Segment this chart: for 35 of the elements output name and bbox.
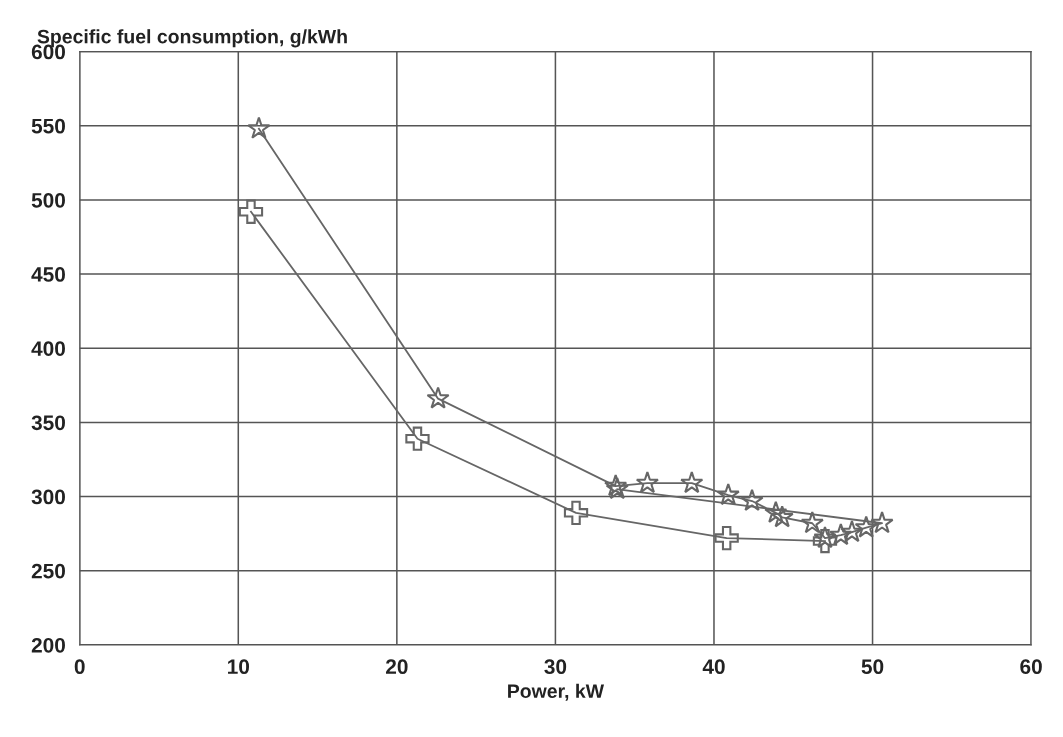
y-tick-label: 300 — [31, 489, 65, 505]
point — [680, 471, 704, 494]
point — [854, 515, 878, 538]
point — [812, 528, 838, 554]
point — [740, 488, 764, 512]
point — [405, 426, 430, 451]
point — [714, 525, 739, 551]
y-tick-label: 350 — [31, 415, 65, 431]
point — [635, 471, 659, 494]
point — [800, 511, 824, 534]
x-tick-label: 20 — [385, 659, 408, 675]
x-tick-label: 50 — [861, 659, 884, 675]
point — [813, 525, 837, 549]
y-tick-label: 200 — [31, 637, 65, 653]
x-tick-label: 30 — [544, 659, 567, 675]
point — [829, 522, 853, 546]
point — [840, 520, 864, 543]
point — [247, 116, 271, 139]
x-tick-label: 60 — [1020, 659, 1042, 675]
y-tick-label: 250 — [31, 563, 65, 579]
x-tick-label: 10 — [228, 659, 250, 675]
x-axis-title: Power, kW — [508, 683, 605, 701]
point — [716, 482, 740, 506]
y-tick-label: 500 — [31, 192, 65, 208]
point — [563, 500, 589, 526]
point — [770, 505, 794, 528]
point — [764, 500, 788, 523]
y-tick-label: 450 — [31, 267, 65, 282]
y-tick-label: 550 — [31, 118, 65, 134]
y-tick-label: 400 — [31, 341, 65, 356]
x-tick-label: 40 — [702, 659, 725, 675]
point — [870, 511, 894, 534]
x-tick-label: 0 — [74, 659, 85, 675]
point — [238, 199, 264, 224]
point — [426, 386, 450, 409]
